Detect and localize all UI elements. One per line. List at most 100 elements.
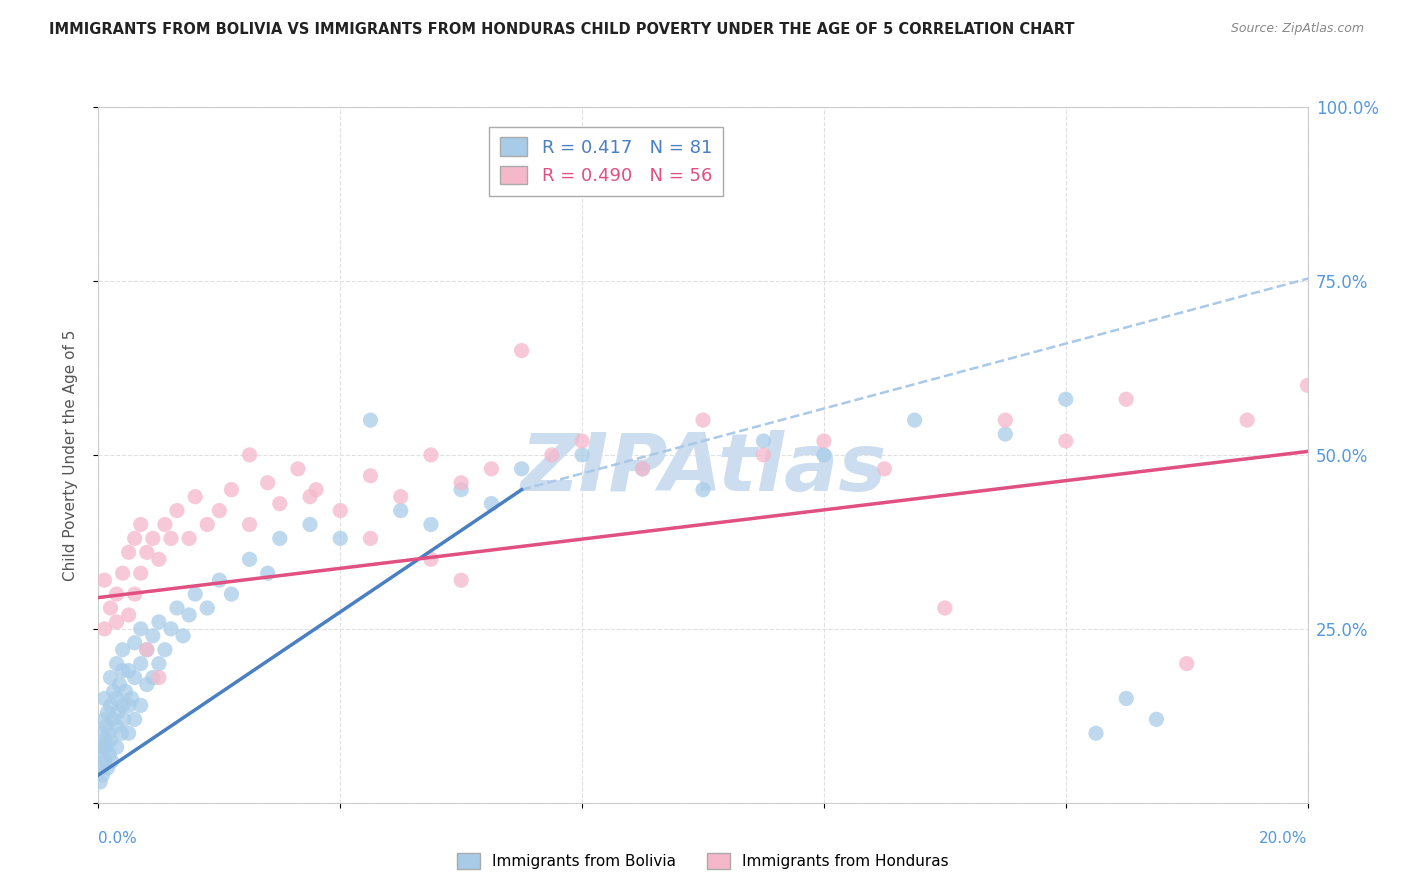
Point <box>118 664 141 678</box>
Point <box>221 483 243 497</box>
Point <box>105 615 128 629</box>
Point <box>118 698 141 713</box>
Point <box>90 726 112 740</box>
Point <box>93 622 115 636</box>
Point <box>1175 657 1198 671</box>
Point <box>111 566 134 581</box>
Point <box>105 719 128 733</box>
Point <box>93 733 115 747</box>
Point <box>93 691 115 706</box>
Point <box>105 691 128 706</box>
Point <box>112 712 135 726</box>
Point <box>129 657 152 671</box>
Point <box>93 754 115 768</box>
Point <box>107 706 129 720</box>
Point <box>124 636 146 650</box>
Point <box>98 747 121 761</box>
Point <box>93 573 115 587</box>
Point <box>360 413 382 427</box>
Point <box>692 483 714 497</box>
Point <box>90 747 112 761</box>
Point <box>299 517 322 532</box>
Point <box>101 712 124 726</box>
Point <box>329 503 352 517</box>
Point <box>96 761 118 775</box>
Point <box>129 566 152 581</box>
Point <box>239 448 262 462</box>
Point <box>631 462 654 476</box>
Point <box>105 740 128 755</box>
Point <box>105 657 128 671</box>
Point <box>160 622 183 636</box>
Point <box>153 642 176 657</box>
Point <box>269 532 291 546</box>
Point <box>994 413 1017 427</box>
Point <box>287 462 309 476</box>
Point <box>111 642 134 657</box>
Point <box>105 587 128 601</box>
Point <box>510 462 533 476</box>
Point <box>100 733 122 747</box>
Y-axis label: Child Poverty Under the Age of 5: Child Poverty Under the Age of 5 <box>63 329 77 581</box>
Point <box>100 671 122 685</box>
Point <box>91 740 114 755</box>
Point <box>195 517 218 532</box>
Point <box>239 552 262 566</box>
Point <box>148 671 170 685</box>
Point <box>118 726 141 740</box>
Point <box>111 664 134 678</box>
Point <box>111 698 134 713</box>
Text: 0.0%: 0.0% <box>98 831 138 846</box>
Legend: Immigrants from Bolivia, Immigrants from Honduras: Immigrants from Bolivia, Immigrants from… <box>451 847 955 875</box>
Point <box>1054 434 1077 448</box>
Text: 20.0%: 20.0% <box>1260 831 1308 846</box>
Point <box>752 434 775 448</box>
Point <box>124 532 146 546</box>
Point <box>121 691 143 706</box>
Point <box>1236 413 1258 427</box>
Point <box>148 615 170 629</box>
Point <box>142 671 165 685</box>
Point <box>1115 392 1137 407</box>
Point <box>114 684 136 698</box>
Point <box>420 552 443 566</box>
Point <box>129 698 152 713</box>
Point <box>135 642 157 657</box>
Point <box>571 448 593 462</box>
Point <box>208 503 231 517</box>
Point <box>873 462 896 476</box>
Point <box>142 532 165 546</box>
Point <box>1054 392 1077 407</box>
Point <box>208 573 231 587</box>
Point <box>299 490 322 504</box>
Point <box>148 657 170 671</box>
Point <box>160 532 183 546</box>
Point <box>305 483 328 497</box>
Point <box>110 726 132 740</box>
Point <box>124 712 146 726</box>
Point <box>118 545 141 559</box>
Point <box>89 775 111 789</box>
Point <box>1115 691 1137 706</box>
Point <box>904 413 927 427</box>
Point <box>135 677 157 691</box>
Point <box>450 475 472 490</box>
Point <box>166 503 188 517</box>
Point <box>329 532 352 546</box>
Point <box>103 684 125 698</box>
Point <box>1085 726 1108 740</box>
Point <box>118 607 141 622</box>
Point <box>994 427 1017 442</box>
Point <box>360 468 382 483</box>
Point <box>631 462 654 476</box>
Point <box>100 698 122 713</box>
Point <box>571 434 593 448</box>
Point <box>153 517 176 532</box>
Point <box>124 671 146 685</box>
Point <box>256 566 278 581</box>
Point <box>450 483 472 497</box>
Point <box>389 490 412 504</box>
Point <box>481 462 503 476</box>
Text: ZIPAtlas: ZIPAtlas <box>520 430 886 508</box>
Point <box>124 587 146 601</box>
